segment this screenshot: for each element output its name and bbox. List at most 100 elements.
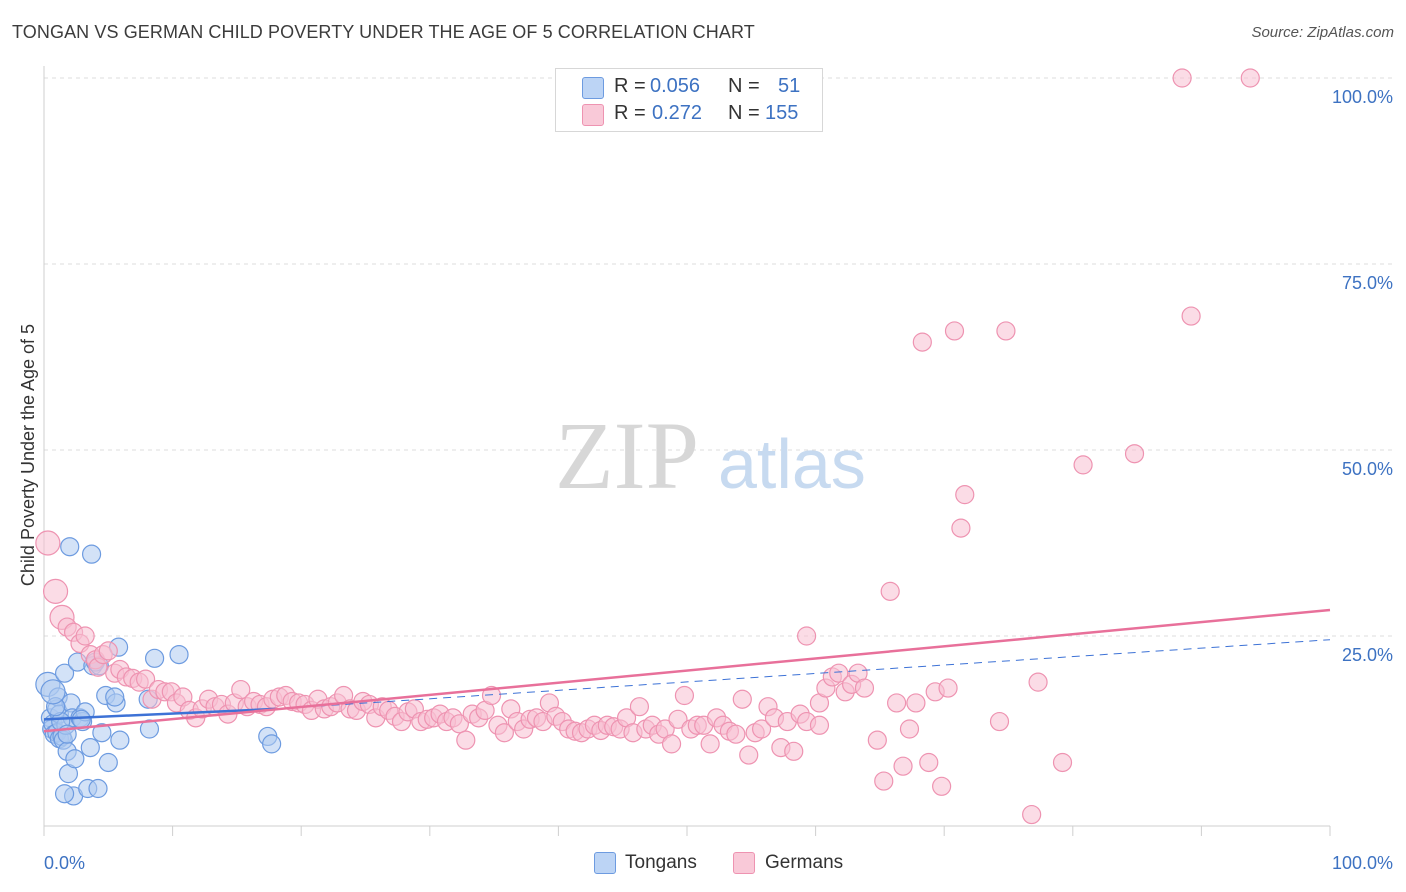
data-point bbox=[40, 679, 66, 705]
data-point bbox=[938, 678, 958, 698]
data-point bbox=[449, 714, 469, 734]
n-label: N = bbox=[728, 102, 760, 124]
trend-lines bbox=[43, 608, 1331, 733]
data-point bbox=[456, 730, 476, 750]
data-point bbox=[867, 730, 887, 750]
germans-legend-swatch bbox=[733, 852, 755, 874]
watermark: ZIP atlas bbox=[555, 402, 866, 509]
data-point bbox=[726, 724, 746, 744]
data-point bbox=[996, 321, 1016, 341]
data-point bbox=[54, 663, 75, 683]
data-point bbox=[874, 771, 894, 791]
tongans-r-value: 0.056 bbox=[650, 75, 701, 97]
data-point bbox=[732, 689, 752, 709]
data-point bbox=[700, 734, 720, 754]
data-point bbox=[912, 332, 932, 352]
data-point bbox=[98, 752, 118, 773]
r-label: R = bbox=[614, 102, 646, 124]
data-point bbox=[1052, 752, 1073, 773]
chart-title: TONGAN VS GERMAN CHILD POVERTY UNDER THE… bbox=[12, 22, 755, 42]
data-point bbox=[42, 578, 69, 604]
tongans-n-value: 51 bbox=[778, 75, 801, 97]
data-point bbox=[35, 530, 61, 556]
data-point bbox=[1022, 804, 1042, 825]
data-point bbox=[906, 693, 926, 713]
y-tick-label: 75.0% bbox=[1342, 273, 1393, 293]
data-point bbox=[854, 678, 875, 698]
germans-legend-label: Germans bbox=[765, 852, 844, 873]
data-point bbox=[809, 715, 830, 735]
germans-trend-line bbox=[43, 608, 1331, 733]
data-point bbox=[880, 581, 900, 601]
y-axis-label: Child Poverty Under the Age of 5 bbox=[18, 324, 38, 586]
data-point bbox=[75, 626, 95, 646]
series-germans bbox=[35, 68, 1260, 825]
data-point bbox=[81, 544, 102, 564]
tongans-trend-extension bbox=[275, 639, 1331, 710]
gridlines bbox=[44, 77, 1395, 637]
data-point bbox=[1172, 68, 1192, 88]
watermark-zip: ZIP bbox=[555, 402, 699, 509]
data-point bbox=[231, 679, 251, 700]
data-point bbox=[899, 719, 920, 739]
tongans-legend-label: Tongans bbox=[625, 852, 697, 873]
data-point bbox=[989, 711, 1010, 732]
data-point bbox=[88, 778, 108, 799]
y-tick-label: 100.0% bbox=[1332, 87, 1393, 107]
data-point bbox=[784, 741, 804, 761]
series-tongans bbox=[35, 537, 282, 806]
data-point bbox=[951, 518, 971, 538]
data-point bbox=[919, 752, 939, 773]
data-point bbox=[80, 737, 100, 758]
data-point bbox=[144, 648, 165, 668]
data-point bbox=[661, 734, 682, 754]
data-point bbox=[887, 693, 907, 713]
data-point bbox=[65, 749, 85, 769]
tongans-trend-line bbox=[43, 707, 276, 721]
stats-legend: R = 0.056 N = 51 R = 0.272 N = 155 bbox=[555, 68, 823, 132]
data-point bbox=[135, 669, 156, 689]
data-point bbox=[955, 485, 975, 505]
germans-r-value: 0.272 bbox=[652, 102, 703, 124]
data-point bbox=[829, 663, 849, 683]
tongans-swatch bbox=[582, 77, 604, 99]
data-point bbox=[481, 685, 502, 706]
data-point bbox=[71, 709, 91, 729]
data-point bbox=[110, 730, 130, 750]
watermark-atlas: atlas bbox=[718, 425, 866, 503]
data-point bbox=[796, 626, 817, 646]
data-point bbox=[1181, 306, 1201, 326]
source-label: Source: ZipAtlas.com bbox=[1251, 24, 1394, 41]
data-point bbox=[169, 644, 189, 665]
data-point bbox=[262, 734, 282, 754]
tongans-legend-swatch bbox=[594, 852, 616, 874]
data-point bbox=[629, 697, 650, 717]
data-point bbox=[751, 719, 772, 739]
tick-labels: 100.0% 75.0% 50.0% 25.0% 0.0% 100.0% bbox=[44, 87, 1393, 873]
data-point bbox=[1240, 68, 1260, 88]
data-point bbox=[1073, 455, 1093, 475]
data-point bbox=[674, 685, 695, 706]
y-tick-label: 25.0% bbox=[1342, 645, 1393, 665]
data-point bbox=[92, 723, 112, 743]
x-tick-label: 100.0% bbox=[1332, 853, 1393, 873]
germans-swatch bbox=[582, 104, 604, 126]
data-point bbox=[494, 723, 514, 743]
data-point bbox=[139, 719, 160, 739]
germans-n-value: 155 bbox=[765, 102, 799, 124]
data-point bbox=[932, 776, 952, 796]
data-point bbox=[98, 641, 118, 661]
data-point bbox=[944, 321, 965, 341]
data-point bbox=[1124, 444, 1145, 464]
n-label: N = bbox=[728, 75, 760, 97]
data-point bbox=[105, 687, 125, 707]
x-tick-label: 0.0% bbox=[44, 853, 85, 873]
r-label: R = bbox=[614, 75, 646, 97]
data-point bbox=[668, 709, 688, 729]
data-point bbox=[54, 784, 75, 804]
y-tick-label: 50.0% bbox=[1342, 459, 1393, 479]
data-point bbox=[893, 756, 913, 776]
data-point bbox=[739, 745, 759, 765]
data-point bbox=[60, 537, 80, 557]
